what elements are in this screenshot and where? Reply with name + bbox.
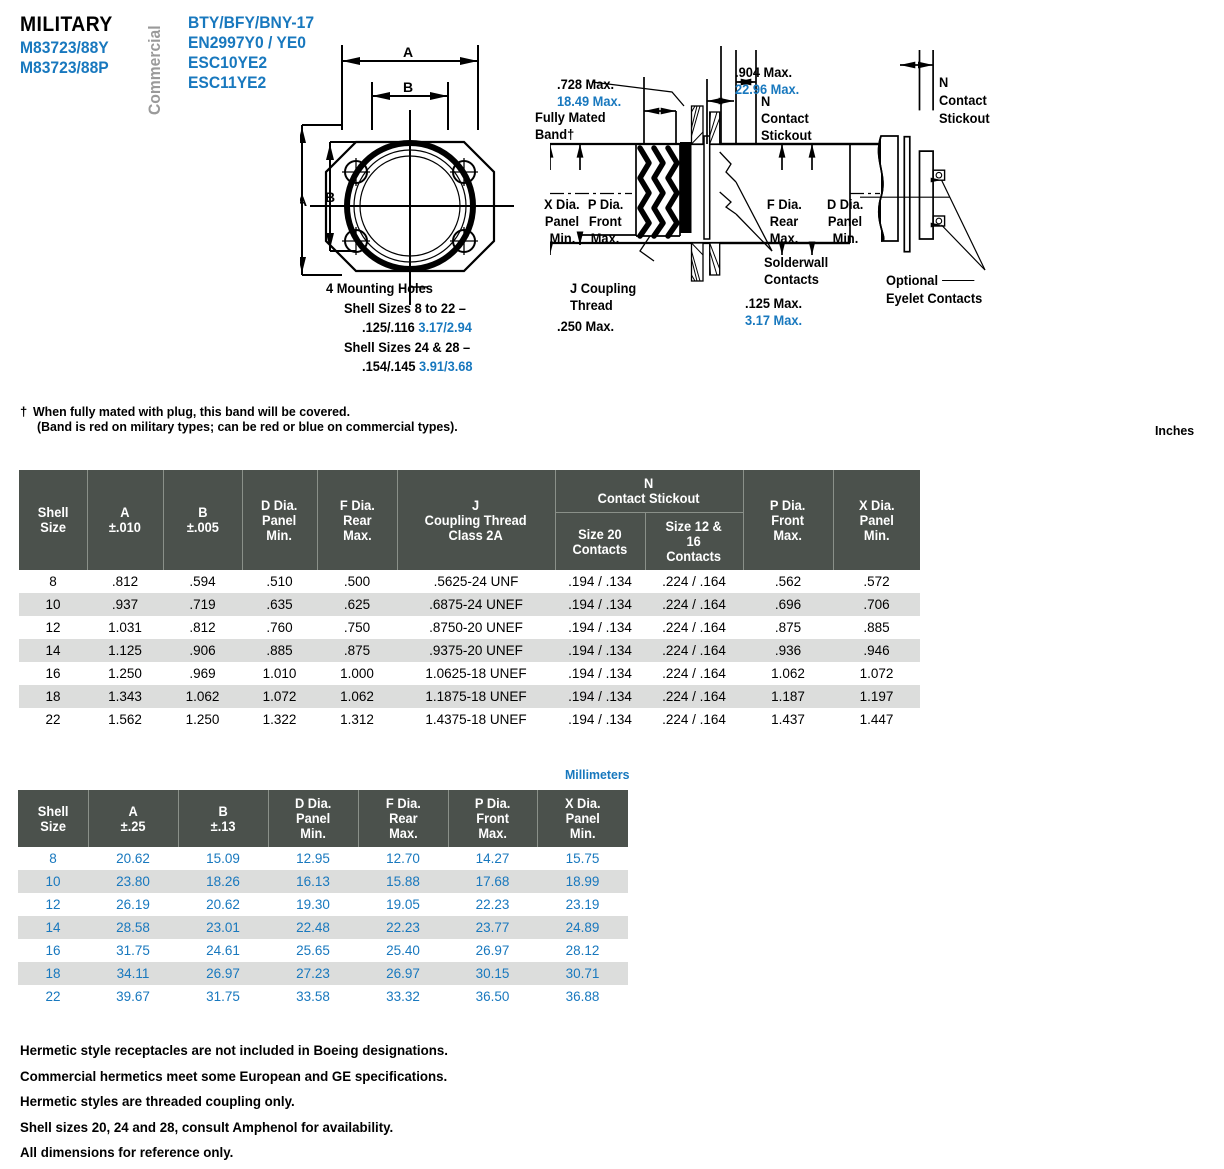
svg-text:A: A bbox=[300, 193, 307, 209]
svg-text:A: A bbox=[403, 45, 413, 60]
svg-text:B: B bbox=[325, 189, 335, 205]
svg-text:B: B bbox=[403, 79, 413, 95]
